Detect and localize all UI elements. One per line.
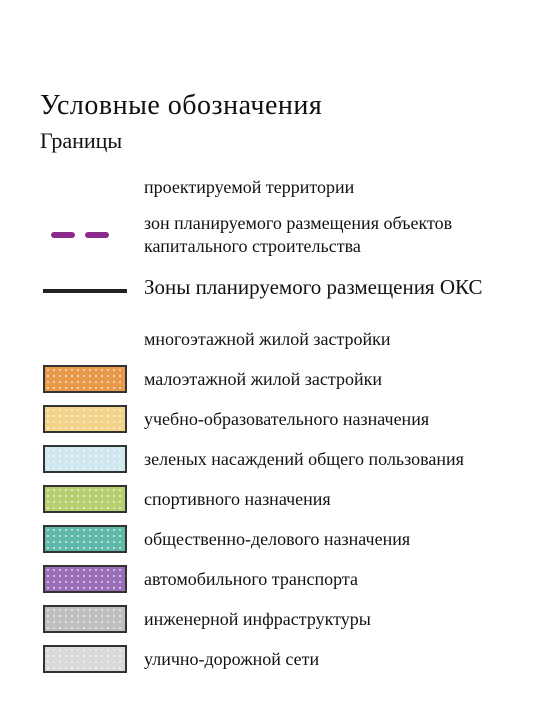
legend-symbol	[40, 524, 130, 554]
zone-row: учебно-образовательного назначения	[40, 404, 510, 434]
zone-row: многоэтажной жилой застройки	[40, 324, 510, 354]
legend-symbol	[40, 364, 130, 394]
swatch-icon	[43, 645, 127, 673]
legend-symbol	[40, 276, 130, 306]
legend-label: зеленых насаждений общего пользования	[144, 448, 464, 471]
zone-row: зеленых насаждений общего пользования	[40, 444, 510, 474]
legend-label: Зоны планируемого размещения ОКС	[144, 275, 483, 300]
boundary-row: Зоны планируемого размещения ОКС	[40, 267, 510, 314]
boundaries-heading: Границы	[40, 128, 510, 154]
zone-row: улично-дорожной сети	[40, 644, 510, 674]
zone-row: спортивного назначения	[40, 484, 510, 514]
legend-label: учебно-образовательного назначения	[144, 408, 429, 431]
zone-row: малоэтажной жилой застройки	[40, 364, 510, 394]
legend-label: улично-дорожной сети	[144, 648, 319, 671]
zone-row: автомобильного транспорта	[40, 564, 510, 594]
boundary-row: проектируемой территории	[40, 172, 510, 202]
legend-label: многоэтажной жилой застройки	[144, 328, 391, 351]
swatch-icon	[43, 605, 127, 633]
legend-symbol	[40, 604, 130, 634]
zone-row: инженерной инфраструктуры	[40, 604, 510, 634]
legend-label: общественно-делового назначения	[144, 528, 410, 551]
swatch-icon	[43, 445, 127, 473]
boundary-row: зон планируемого размещения объектов кап…	[40, 212, 510, 257]
swatch-icon	[43, 365, 127, 393]
legend-symbol	[40, 444, 130, 474]
legend-symbol	[40, 404, 130, 434]
line-icon	[43, 289, 127, 293]
legend-label: автомобильного транспорта	[144, 568, 358, 591]
swatch-icon	[43, 525, 127, 553]
legend-page: Условные обозначения Границы проектируем…	[0, 0, 540, 674]
legend-label: спортивного назначения	[144, 488, 331, 511]
swatch-icon	[43, 485, 127, 513]
legend-label: проектируемой территории	[144, 176, 354, 199]
legend-label: зон планируемого размещения объектов кап…	[144, 212, 510, 257]
legend-label: инженерной инфраструктуры	[144, 608, 371, 631]
legend-symbol	[40, 484, 130, 514]
legend-symbol	[40, 220, 130, 250]
dash-icon	[51, 232, 75, 238]
boundaries-list: проектируемой территории зон планируемого…	[40, 172, 510, 314]
legend-symbol	[40, 172, 130, 202]
zone-row: общественно-делового назначения	[40, 524, 510, 554]
dash-icon	[85, 232, 109, 238]
legend-title: Условные обозначения	[40, 90, 510, 122]
swatch-icon	[43, 405, 127, 433]
swatch-icon	[43, 565, 127, 593]
legend-label: малоэтажной жилой застройки	[144, 368, 382, 391]
legend-symbol	[40, 644, 130, 674]
legend-symbol	[40, 324, 130, 354]
zones-list: многоэтажной жилой застройки малоэтажной …	[40, 324, 510, 674]
legend-symbol	[40, 564, 130, 594]
